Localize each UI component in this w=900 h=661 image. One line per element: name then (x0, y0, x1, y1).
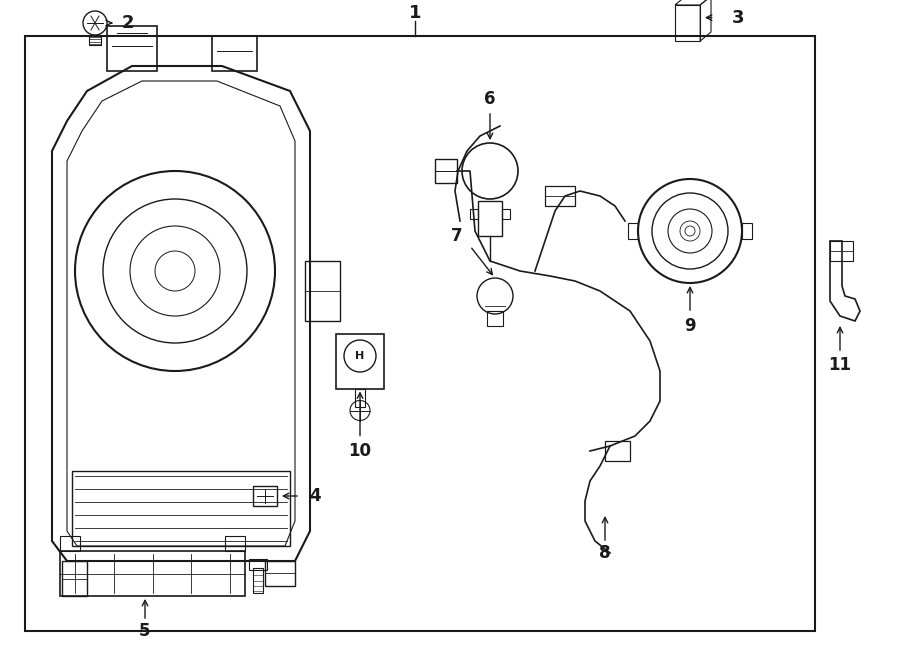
Text: 5: 5 (140, 622, 151, 640)
Text: 9: 9 (684, 317, 696, 335)
Text: 10: 10 (348, 442, 372, 459)
Text: 6: 6 (484, 90, 496, 108)
Text: 7: 7 (451, 227, 463, 245)
Text: 4: 4 (310, 487, 320, 505)
Text: 2: 2 (122, 14, 134, 32)
Text: 1: 1 (409, 4, 421, 22)
Text: 11: 11 (829, 356, 851, 374)
Text: H: H (356, 351, 364, 361)
Text: 8: 8 (599, 544, 611, 562)
Text: 3: 3 (732, 9, 744, 26)
